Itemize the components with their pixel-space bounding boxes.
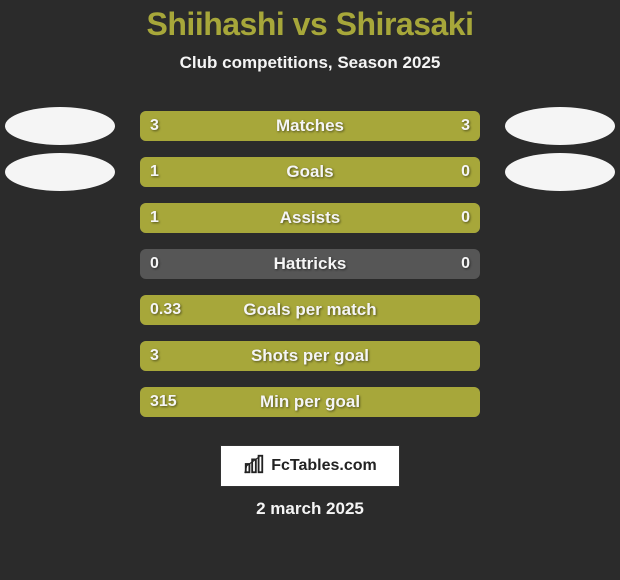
stat-value-left: 0	[150, 249, 159, 279]
bar-left-fill	[140, 111, 310, 141]
stat-row: 00Hattricks	[0, 249, 620, 295]
stat-value-left: 1	[150, 157, 159, 187]
bar-left-fill	[140, 341, 480, 371]
stat-value-right: 3	[461, 111, 470, 141]
watermark-text: FcTables.com	[271, 457, 377, 475]
bar-left-fill	[140, 203, 402, 233]
bar-track	[140, 157, 480, 187]
watermark[interactable]: FcTables.com	[220, 445, 400, 487]
bar-track	[140, 249, 480, 279]
bar-track	[140, 295, 480, 325]
page-title: Shiihashi vs Shirasaki	[0, 6, 620, 43]
bar-track	[140, 387, 480, 417]
bar-right-fill	[310, 111, 480, 141]
stat-row: 3Shots per goal	[0, 341, 620, 387]
comparison-card: Shiihashi vs Shirasaki Club competitions…	[0, 0, 620, 580]
bar-left-fill	[140, 295, 480, 325]
stat-row: 10Goals	[0, 157, 620, 203]
stat-row: 10Assists	[0, 203, 620, 249]
stat-row: 0.33Goals per match	[0, 295, 620, 341]
bar-track	[140, 341, 480, 371]
stat-row: 315Min per goal	[0, 387, 620, 433]
stat-value-left: 315	[150, 387, 177, 417]
bar-track	[140, 111, 480, 141]
stat-row: 33Matches	[0, 111, 620, 157]
bar-track	[140, 203, 480, 233]
stat-value-left: 3	[150, 111, 159, 141]
stat-value-left: 0.33	[150, 295, 181, 325]
subtitle: Club competitions, Season 2025	[0, 53, 620, 73]
player1-marker	[5, 107, 115, 145]
stat-value-right: 0	[461, 203, 470, 233]
stats-rows: 33Matches10Goals10Assists00Hattricks0.33…	[0, 111, 620, 433]
player1-marker	[5, 153, 115, 191]
stat-value-left: 3	[150, 341, 159, 371]
footer-date: 2 march 2025	[0, 499, 620, 519]
player2-marker	[505, 153, 615, 191]
player2-marker	[505, 107, 615, 145]
stat-value-right: 0	[461, 157, 470, 187]
bar-left-fill	[140, 157, 402, 187]
bar-left-fill	[140, 387, 480, 417]
stat-value-right: 0	[461, 249, 470, 279]
stats-icon	[243, 453, 265, 480]
vs-separator: vs	[293, 6, 328, 42]
stat-value-left: 1	[150, 203, 159, 233]
player2-name: Shirasaki	[336, 6, 474, 42]
player1-name: Shiihashi	[147, 6, 285, 42]
